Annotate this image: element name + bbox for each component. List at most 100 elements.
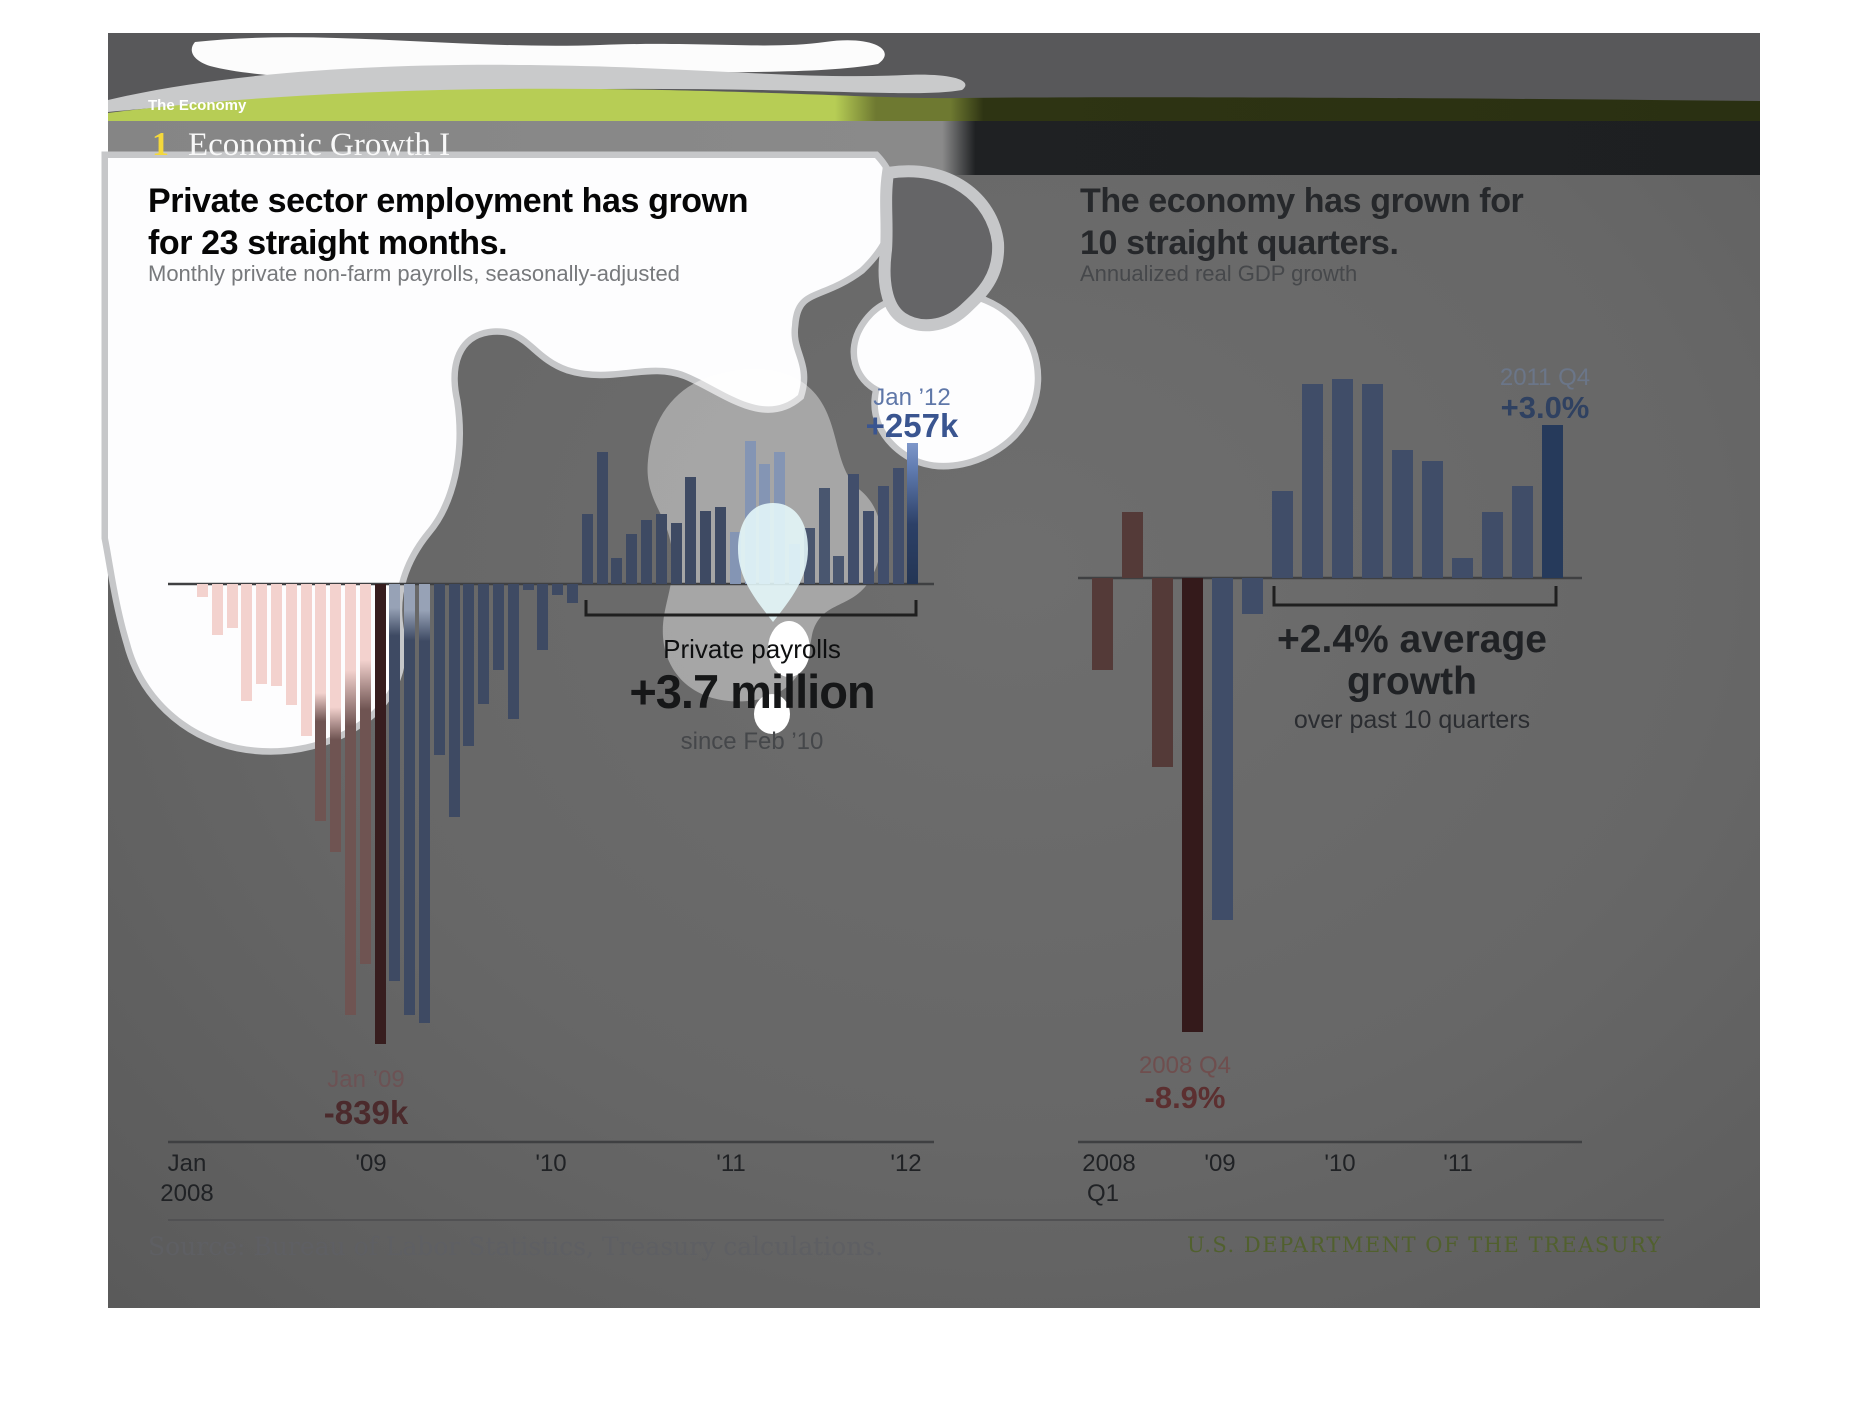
right-headline-line2: 10 straight quarters. bbox=[1080, 224, 1399, 262]
left-xtick-jan: Jan bbox=[167, 1150, 207, 1177]
header-gray-wave bbox=[108, 64, 966, 112]
gdp-bar bbox=[1422, 461, 1443, 578]
payroll-bar bbox=[537, 584, 548, 650]
right-xtick-2008: 2008 bbox=[1082, 1150, 1136, 1177]
source-note: Source: Bureau of Labor Statistics, Trea… bbox=[148, 1232, 884, 1261]
gdp-bar bbox=[1512, 486, 1533, 578]
left-bracket-value: +3.7 million bbox=[629, 665, 875, 718]
gdp-bar bbox=[1482, 512, 1503, 578]
left-peak-value: -839k bbox=[323, 1094, 409, 1131]
payroll-bar bbox=[315, 584, 326, 821]
payroll-bar bbox=[819, 488, 830, 584]
payroll-bar bbox=[611, 558, 622, 584]
left-subtitle: Monthly private non-farm payrolls, seaso… bbox=[148, 261, 680, 286]
gdp-bar bbox=[1092, 578, 1113, 670]
payroll-bar bbox=[641, 520, 652, 584]
payroll-bar bbox=[241, 584, 252, 701]
slide-title: Economic Growth I bbox=[188, 127, 451, 163]
payroll-bar bbox=[907, 443, 918, 584]
payroll-bar bbox=[419, 584, 430, 1023]
payroll-bar bbox=[404, 584, 415, 1015]
gdp-bar bbox=[1242, 578, 1263, 614]
payroll-bar bbox=[567, 584, 578, 603]
gdp-bar bbox=[1152, 578, 1173, 767]
payroll-bar bbox=[552, 584, 563, 595]
gdp-bar bbox=[1362, 384, 1383, 578]
left-xtick-10: '10 bbox=[535, 1150, 567, 1177]
payroll-bar bbox=[715, 507, 726, 584]
right-xtick-09: '09 bbox=[1204, 1150, 1236, 1177]
payroll-bar bbox=[434, 584, 445, 755]
payroll-bar bbox=[730, 532, 741, 584]
right-chart-bracket bbox=[1272, 586, 1558, 607]
right-peak-value: -8.9% bbox=[1144, 1080, 1226, 1115]
left-xtick-2008: 2008 bbox=[160, 1180, 214, 1207]
right-bracket-line2: growth bbox=[1347, 660, 1477, 703]
payroll-bar bbox=[700, 511, 711, 584]
payroll-bar bbox=[685, 477, 696, 584]
payroll-bar bbox=[345, 584, 356, 1015]
payroll-bar bbox=[330, 584, 341, 852]
payroll-bar bbox=[197, 584, 208, 597]
left-headline-line2: for 23 straight months. bbox=[148, 224, 508, 262]
cloud-annotation-blob bbox=[857, 294, 1035, 463]
header-green-band bbox=[108, 88, 1760, 121]
payroll-bar bbox=[804, 528, 815, 584]
left-xtick-12: '12 bbox=[890, 1150, 922, 1177]
left-headline-line1: Private sector employment has grown bbox=[148, 182, 749, 220]
payroll-bar bbox=[833, 556, 844, 584]
payroll-bar bbox=[493, 584, 504, 670]
payroll-bar bbox=[671, 523, 682, 584]
payroll-bar bbox=[863, 511, 874, 584]
payroll-bar bbox=[286, 584, 297, 705]
right-xtick-q1: Q1 bbox=[1086, 1180, 1119, 1207]
right-xtick-10: '10 bbox=[1324, 1150, 1356, 1177]
payroll-bar bbox=[227, 584, 238, 628]
gdp-bar bbox=[1452, 558, 1473, 578]
payroll-bar bbox=[893, 468, 904, 584]
payroll-bar bbox=[656, 514, 667, 584]
right-peak-label: 2008 Q4 bbox=[1138, 1052, 1232, 1079]
slide-number: 1 bbox=[152, 126, 169, 163]
left-bracket-note: since Feb ’10 bbox=[680, 728, 824, 755]
payroll-bar bbox=[508, 584, 519, 719]
payroll-bar bbox=[375, 584, 386, 1044]
gdp-bar bbox=[1272, 491, 1293, 578]
gdp-bar bbox=[1212, 578, 1233, 920]
payroll-bar bbox=[597, 452, 608, 584]
left-xtick-11: '11 bbox=[716, 1150, 746, 1177]
right-bracket-note: over past 10 quarters bbox=[1293, 706, 1531, 734]
left-xtick-09: '09 bbox=[355, 1150, 387, 1177]
left-bracket-label: Private payrolls bbox=[663, 634, 841, 664]
left-peak-label: Jan ’09 bbox=[327, 1066, 405, 1093]
payroll-bar bbox=[389, 584, 400, 981]
gdp-bar bbox=[1302, 384, 1323, 578]
right-xtick-11: '11 bbox=[1443, 1150, 1473, 1177]
payroll-bar bbox=[878, 486, 889, 584]
gdp-bar bbox=[1182, 578, 1203, 1032]
payroll-bar bbox=[301, 584, 312, 736]
droplet-shape bbox=[738, 503, 808, 622]
payroll-bar bbox=[478, 584, 489, 704]
white-egg-shape-small bbox=[754, 694, 790, 734]
gdp-bar bbox=[1332, 379, 1353, 578]
kicker-label: The Economy bbox=[148, 97, 247, 114]
gdp-bar bbox=[1542, 425, 1563, 578]
payroll-bar bbox=[523, 584, 534, 590]
left-chart-bracket bbox=[584, 600, 918, 617]
payroll-bar bbox=[449, 584, 460, 817]
right-subtitle: Annualized real GDP growth bbox=[1080, 261, 1358, 286]
cloud-dark-island bbox=[878, 165, 1005, 332]
payroll-bar bbox=[626, 534, 637, 584]
right-latest-label: 2011 Q4 bbox=[1499, 364, 1591, 391]
gdp-bar bbox=[1122, 512, 1143, 578]
treasury-wordmark: U.S. DEPARTMENT OF THE TREASURY bbox=[1186, 1233, 1662, 1257]
payroll-bar bbox=[360, 584, 371, 964]
left-latest-value: +257k bbox=[865, 407, 959, 444]
right-bracket-line1: +2.4% average bbox=[1277, 618, 1547, 661]
left-latest-label: Jan ’12 bbox=[873, 384, 951, 411]
payroll-bar bbox=[463, 584, 474, 746]
gdp-bar bbox=[1392, 450, 1413, 578]
